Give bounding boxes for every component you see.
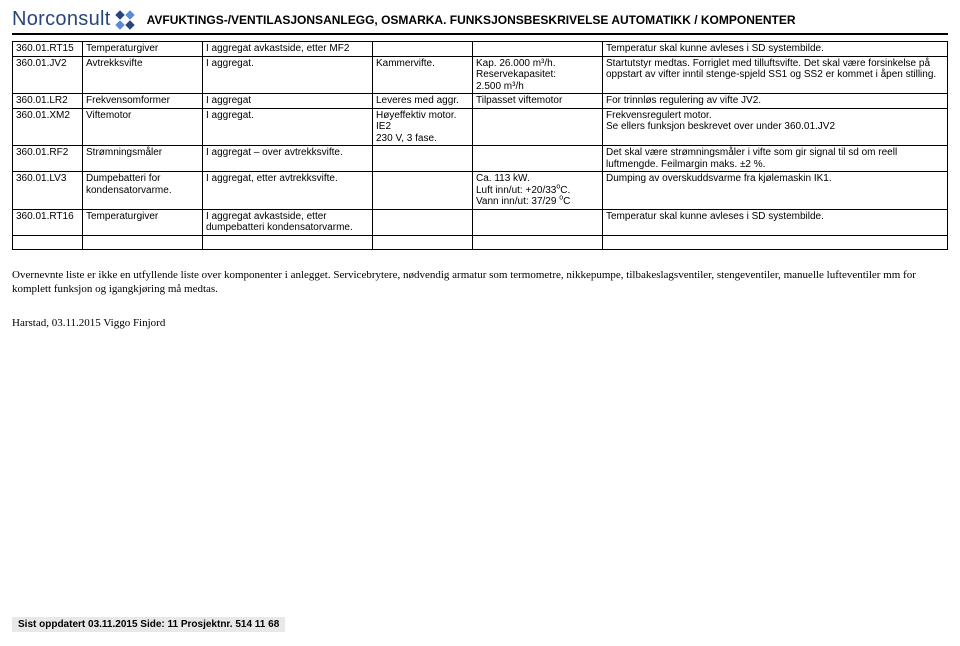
component-location: I aggregat avkastside, etter MF2 xyxy=(203,42,373,57)
table-row: 360.01.XM2ViftemotorI aggregat.Høyeffekt… xyxy=(13,108,948,146)
table-row: 360.01.RT15TemperaturgiverI aggregat avk… xyxy=(13,42,948,57)
component-note xyxy=(373,172,473,210)
component-id: 360.01.LR2 xyxy=(13,94,83,109)
table-row: 360.01.LV3Dumpebatteri for kondensatorva… xyxy=(13,172,948,210)
signature-line: Harstad, 03.11.2015 Viggo Finjord xyxy=(12,317,948,329)
component-location: I aggregat. xyxy=(203,56,373,94)
component-location: I aggregat, etter avtrekksvifte. xyxy=(203,172,373,210)
component-spec xyxy=(473,42,603,57)
component-name: Frekvensomformer xyxy=(83,94,203,109)
document-title: AVFUKTINGS-/VENTILASJONSANLEGG, OSMARKA.… xyxy=(147,13,948,27)
page-footer: Sist oppdatert 03.11.2015 Side: 11 Prosj… xyxy=(12,617,285,632)
component-id: 360.01.XM2 xyxy=(13,108,83,146)
logo-text: Norconsult xyxy=(12,8,111,31)
component-description: Startutstyr medtas. Forriglet med tilluf… xyxy=(603,56,948,94)
component-name: Dumpebatteri for kondensatorvarme. xyxy=(83,172,203,210)
table-row: 360.01.RF2StrømningsmålerI aggregat – ov… xyxy=(13,146,948,172)
component-note xyxy=(373,42,473,57)
component-description: For trinnløs regulering av vifte JV2. xyxy=(603,94,948,109)
component-id: 360.01.RT16 xyxy=(13,209,83,235)
component-description xyxy=(603,235,948,250)
component-note xyxy=(373,209,473,235)
component-name: Avtrekksvifte xyxy=(83,56,203,94)
component-note: Kammervifte. xyxy=(373,56,473,94)
component-location: I aggregat. xyxy=(203,108,373,146)
component-note xyxy=(373,146,473,172)
table-row: 360.01.JV2AvtrekksvifteI aggregat.Kammer… xyxy=(13,56,948,94)
component-id xyxy=(13,235,83,250)
component-spec xyxy=(473,209,603,235)
component-spec: Kap. 26.000 m³/h.Reservekapasitet:2.500 … xyxy=(473,56,603,94)
component-spec xyxy=(473,108,603,146)
component-location: I aggregat xyxy=(203,94,373,109)
component-description: Frekvensregulert motor.Se ellers funksjo… xyxy=(603,108,948,146)
explanatory-paragraph: Overnevnte liste er ikke en utfyllende l… xyxy=(12,268,948,297)
component-name: Temperaturgiver xyxy=(83,42,203,57)
document-header: Norconsult AVFUKTINGS-/VENTILASJONSANLEG… xyxy=(12,8,948,35)
component-id: 360.01.LV3 xyxy=(13,172,83,210)
component-id: 360.01.JV2 xyxy=(13,56,83,94)
component-spec xyxy=(473,146,603,172)
component-description: Temperatur skal kunne avleses i SD syste… xyxy=(603,209,948,235)
logo-diamond-icon xyxy=(115,10,135,30)
table-row: 360.01.RT16TemperaturgiverI aggregat avk… xyxy=(13,209,948,235)
component-spec: Ca. 113 kW.Luft inn/ut: +20/33oC.Vann in… xyxy=(473,172,603,210)
component-note xyxy=(373,235,473,250)
component-location: I aggregat avkastside, etter dumpebatter… xyxy=(203,209,373,235)
component-location: I aggregat – over avtrekksvifte. xyxy=(203,146,373,172)
component-spec: Tilpasset viftemotor xyxy=(473,94,603,109)
table-row: 360.01.LR2FrekvensomformerI aggregatLeve… xyxy=(13,94,948,109)
components-table: 360.01.RT15TemperaturgiverI aggregat avk… xyxy=(12,41,948,250)
component-name: Temperaturgiver xyxy=(83,209,203,235)
component-note: Leveres med aggr. xyxy=(373,94,473,109)
logo: Norconsult xyxy=(12,8,135,31)
component-name: Strømningsmåler xyxy=(83,146,203,172)
table-row xyxy=(13,235,948,250)
component-id: 360.01.RF2 xyxy=(13,146,83,172)
component-description: Temperatur skal kunne avleses i SD syste… xyxy=(603,42,948,57)
component-name xyxy=(83,235,203,250)
component-description: Det skal være strømningsmåler i vifte so… xyxy=(603,146,948,172)
component-location xyxy=(203,235,373,250)
component-description: Dumping av overskuddsvarme fra kjølemask… xyxy=(603,172,948,210)
component-note: Høyeffektiv motor. IE2230 V, 3 fase. xyxy=(373,108,473,146)
component-id: 360.01.RT15 xyxy=(13,42,83,57)
component-spec xyxy=(473,235,603,250)
component-name: Viftemotor xyxy=(83,108,203,146)
